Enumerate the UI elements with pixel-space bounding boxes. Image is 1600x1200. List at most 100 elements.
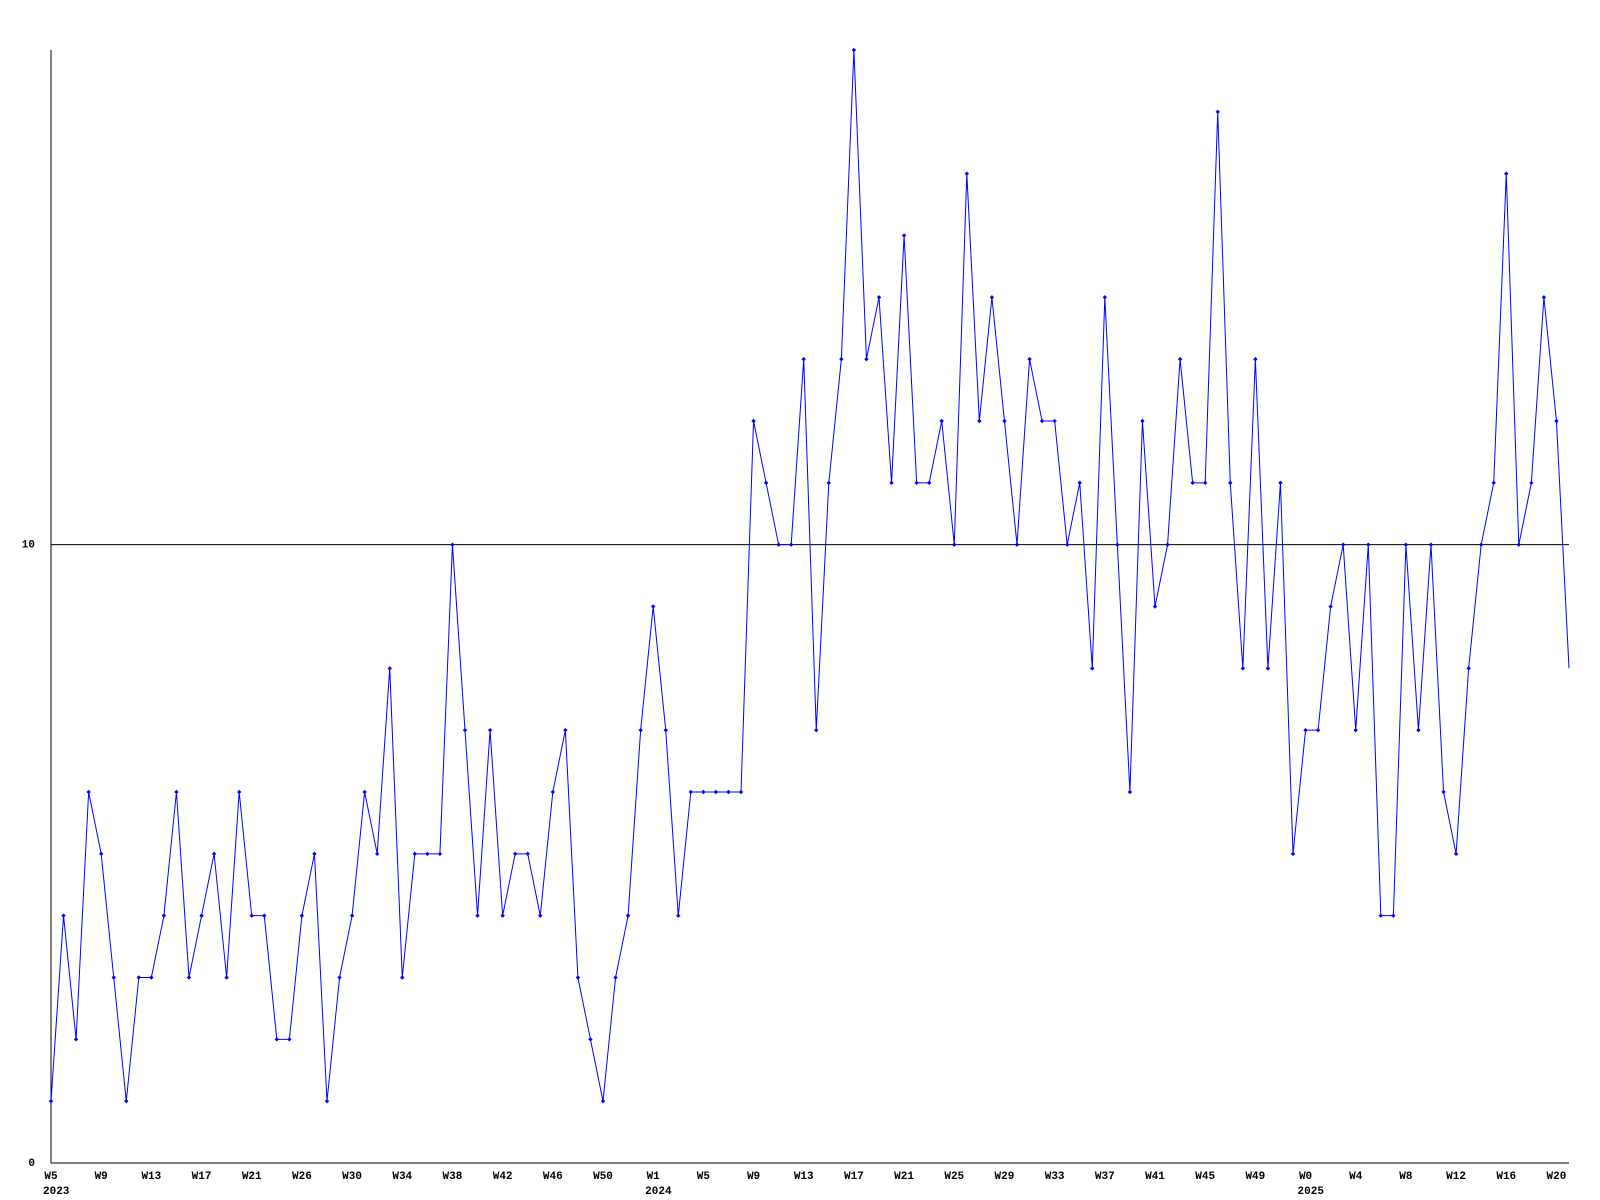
point	[1228, 480, 1233, 486]
point	[450, 542, 455, 547]
point	[625, 913, 631, 918]
point	[839, 356, 844, 362]
x-tick-label: W33	[1045, 1171, 1065, 1183]
point	[638, 727, 643, 733]
point	[1002, 418, 1007, 424]
point	[111, 975, 116, 980]
x-tick-label: W30	[342, 1171, 362, 1183]
point	[1328, 604, 1333, 609]
point	[1177, 356, 1183, 362]
x-tick-label: W9	[95, 1171, 108, 1183]
point	[600, 1098, 606, 1104]
x-tick-label: W38	[443, 1171, 463, 1183]
point	[1278, 480, 1283, 486]
point	[1303, 727, 1308, 733]
point	[299, 913, 305, 918]
x-tick-label: W17	[192, 1171, 212, 1183]
point	[926, 480, 932, 486]
point	[1077, 480, 1082, 486]
x-tick-label: W41	[1145, 1171, 1165, 1183]
x-tick-label: W42	[493, 1171, 513, 1183]
point	[1516, 542, 1522, 547]
point	[1202, 480, 1208, 486]
point	[400, 975, 405, 980]
point	[914, 480, 919, 486]
point	[575, 975, 581, 980]
point	[851, 47, 857, 53]
point	[1215, 109, 1220, 115]
x-tick-label: W8	[1399, 1171, 1413, 1183]
point	[48, 1098, 54, 1104]
x-tick-label: W5	[697, 1171, 711, 1183]
point	[349, 913, 355, 918]
point	[61, 913, 66, 918]
point	[124, 1098, 129, 1104]
x-tick-label: W21	[242, 1171, 262, 1183]
point	[86, 789, 91, 795]
point	[1554, 418, 1559, 424]
x-year-label: 2024	[645, 1186, 672, 1198]
point	[1253, 356, 1258, 362]
x-tick-label: W16	[1496, 1171, 1516, 1183]
point	[1541, 295, 1547, 300]
point	[337, 975, 342, 980]
point	[1378, 913, 1384, 918]
point	[274, 1037, 280, 1042]
x-tick-label: W29	[995, 1171, 1015, 1183]
point	[199, 913, 204, 918]
point	[889, 480, 894, 486]
point	[1027, 356, 1032, 362]
x-tick-label: W9	[747, 1171, 760, 1183]
point	[713, 789, 719, 795]
point	[412, 851, 418, 857]
point	[462, 727, 468, 733]
point	[826, 480, 832, 486]
point	[1353, 727, 1358, 733]
point	[98, 851, 104, 857]
point	[1064, 542, 1070, 547]
point	[211, 851, 217, 857]
point	[788, 542, 794, 547]
point	[613, 975, 618, 980]
point	[864, 356, 869, 362]
point	[1315, 727, 1321, 733]
point	[1466, 666, 1471, 671]
point	[500, 913, 505, 918]
point	[287, 1037, 292, 1042]
point	[1478, 542, 1484, 547]
point	[1491, 480, 1496, 486]
point	[1453, 851, 1459, 857]
x-tick-label: W1	[647, 1171, 661, 1183]
x-tick-label: W17	[844, 1171, 864, 1183]
point	[676, 913, 681, 918]
point	[1127, 789, 1133, 795]
line	[50, 49, 1570, 1102]
x-tick-label: W49	[1245, 1171, 1265, 1183]
point	[763, 480, 769, 486]
point	[738, 789, 744, 795]
x-tick-label: W4	[1349, 1171, 1363, 1183]
point	[73, 1037, 79, 1042]
point	[512, 851, 518, 857]
point	[236, 789, 242, 795]
x-tick-label: W45	[1195, 1171, 1215, 1183]
point	[726, 789, 731, 795]
x-year-label: 2025	[1298, 1186, 1325, 1198]
point	[362, 789, 367, 795]
x-tick-label: W12	[1446, 1171, 1466, 1183]
point	[977, 418, 982, 424]
point	[262, 913, 267, 918]
point	[952, 542, 957, 547]
point	[1102, 295, 1108, 300]
point	[1529, 480, 1534, 486]
point	[1366, 542, 1371, 547]
point	[1140, 418, 1145, 424]
x-tick-label: W26	[292, 1171, 312, 1183]
x-tick-label: W0	[1299, 1171, 1312, 1183]
x-tick-label: W50	[593, 1171, 613, 1183]
y-tick-label: 10	[22, 540, 35, 552]
point	[989, 295, 995, 300]
point	[538, 913, 543, 918]
